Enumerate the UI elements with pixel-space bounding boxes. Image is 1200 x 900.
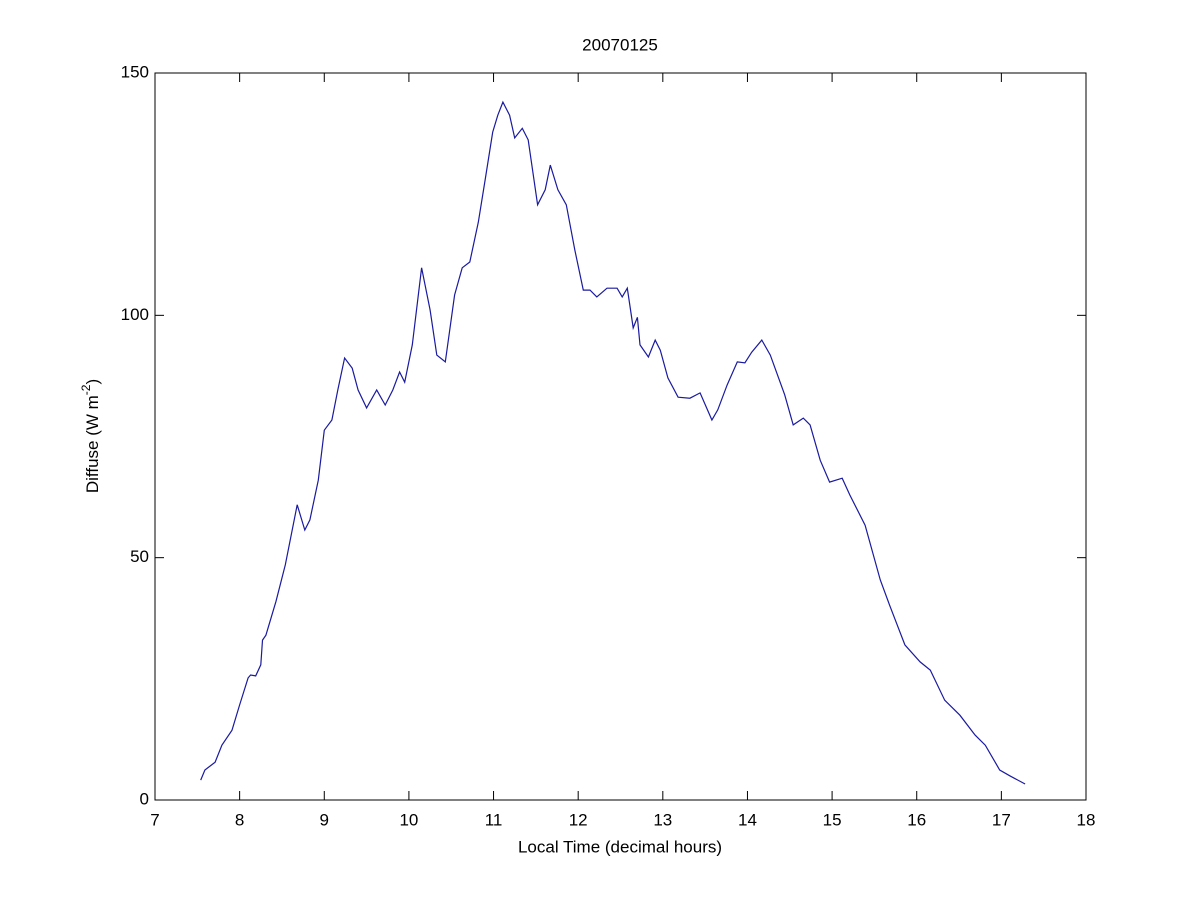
- y-tick-label: 0: [140, 789, 149, 808]
- x-tick-label: 15: [823, 810, 842, 829]
- y-axis-label: Diffuse (W m-2): [79, 379, 102, 493]
- x-tick-label: 12: [569, 810, 588, 829]
- x-tick-label: 8: [235, 810, 244, 829]
- x-tick-label: 18: [1077, 810, 1096, 829]
- x-tick-label: 17: [992, 810, 1011, 829]
- y-tick-label: 100: [121, 305, 149, 324]
- x-tick-label: 7: [150, 810, 159, 829]
- y-axis-label-exponent: -2: [79, 384, 93, 395]
- x-tick-label: 13: [653, 810, 672, 829]
- plot-frame: [154, 72, 1087, 801]
- x-tick-label: 14: [738, 810, 757, 829]
- x-tick-label: 16: [907, 810, 926, 829]
- y-axis-label-text: Diffuse (W m: [83, 395, 102, 493]
- x-tick-label: 11: [485, 810, 503, 829]
- chart-title: 20070125: [582, 35, 658, 54]
- data-line: [200, 100, 1026, 785]
- x-tick-label: 10: [399, 810, 418, 829]
- y-axis-label-end: ): [83, 379, 102, 385]
- x-axis-label: Local Time (decimal hours): [518, 837, 722, 856]
- y-tick-label: 50: [130, 547, 149, 566]
- x-tick-label: 9: [320, 810, 329, 829]
- y-tick-label: 150: [121, 62, 149, 81]
